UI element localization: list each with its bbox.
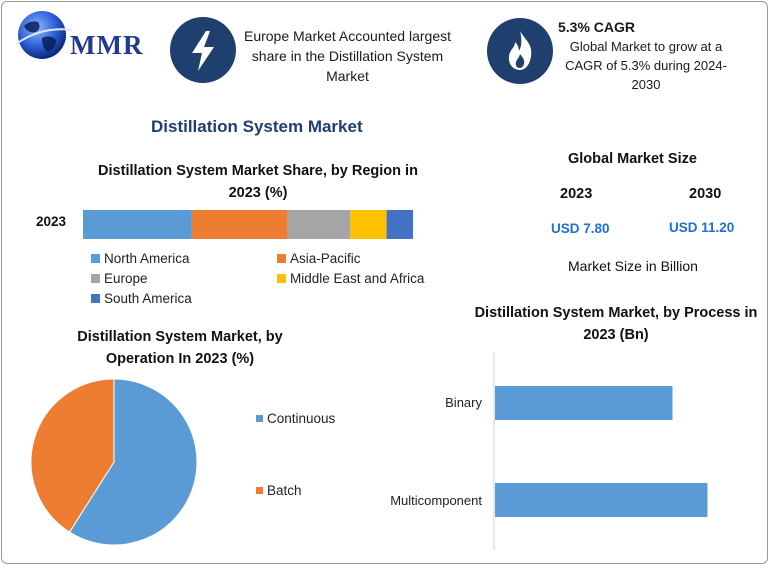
legend-middle-east-africa: Middle East and Africa xyxy=(277,271,424,286)
legend-swatch xyxy=(277,254,286,263)
legend-batch: Batch xyxy=(256,483,302,498)
process-bar-binary xyxy=(495,386,673,420)
global-size-title: Global Market Size xyxy=(568,151,697,167)
globe-logo-icon xyxy=(15,11,73,59)
unit-note: Market Size in Billion xyxy=(568,258,698,274)
main-title: Distillation System Market xyxy=(151,117,363,136)
legend-label: Middle East and Africa xyxy=(290,271,425,286)
region-chart-title: Distillation System Market Share, by Reg… xyxy=(98,163,418,201)
logo-text: MMR xyxy=(70,30,144,60)
legend-continuous: Continuous xyxy=(256,411,335,426)
operation-pie xyxy=(30,378,198,546)
flame-icon xyxy=(508,31,532,70)
region-segment-asia-pacific xyxy=(191,210,288,239)
region-segment-north-america xyxy=(83,210,192,239)
cagr-text: Global Market to grow at a CAGR of 5.3% … xyxy=(565,39,727,92)
legend-label: North America xyxy=(104,251,190,266)
value-2030: USD 11.20 xyxy=(669,220,735,235)
process-bar-multicomponent xyxy=(495,483,708,517)
legend-label: Europe xyxy=(104,271,148,286)
region-segment-middle-east-and-africa xyxy=(350,210,387,239)
legend-swatch xyxy=(91,254,100,263)
pie-slice-continuous xyxy=(68,378,198,546)
legend-swatch xyxy=(256,415,263,422)
legend-label: Continuous xyxy=(267,411,336,426)
operation-chart-title: Distillation System Market, by Operation… xyxy=(77,329,283,367)
value-2023: USD 7.80 xyxy=(551,221,610,236)
lightning-icon xyxy=(192,31,214,71)
process-chart-title: Distillation System Market, by Process i… xyxy=(474,305,758,343)
region-segment-south-america xyxy=(386,210,413,239)
legend-swatch xyxy=(91,274,100,283)
region-category-label: 2023 xyxy=(36,214,67,229)
region-segment-europe xyxy=(287,210,351,239)
legend-label: South America xyxy=(104,291,192,306)
legend-label: Asia-Pacific xyxy=(290,251,361,266)
cagr-title: 5.3% CAGR xyxy=(558,19,636,35)
legend-swatch xyxy=(91,294,100,303)
region-stacked-bar xyxy=(83,210,413,239)
lightning-circle xyxy=(170,17,236,83)
category-multicomponent: Multicomponent xyxy=(390,493,482,508)
flame-circle xyxy=(487,18,553,84)
category-binary: Binary xyxy=(445,395,482,410)
legend-north-america: North America xyxy=(91,251,190,266)
legend-swatch xyxy=(256,487,263,494)
legend-swatch xyxy=(277,274,286,283)
process-bar-chart xyxy=(493,352,708,550)
legend-europe: Europe xyxy=(91,271,148,286)
legend-label: Batch xyxy=(267,483,302,498)
pie-slice-batch xyxy=(30,378,115,533)
europe-blurb: Europe Market Accounted largest share in… xyxy=(243,28,451,84)
year-2030: 2030 xyxy=(689,186,722,202)
year-2023: 2023 xyxy=(560,186,593,202)
legend-asia-pacific: Asia-Pacific xyxy=(277,251,361,266)
legend-south-america: South America xyxy=(91,291,192,306)
